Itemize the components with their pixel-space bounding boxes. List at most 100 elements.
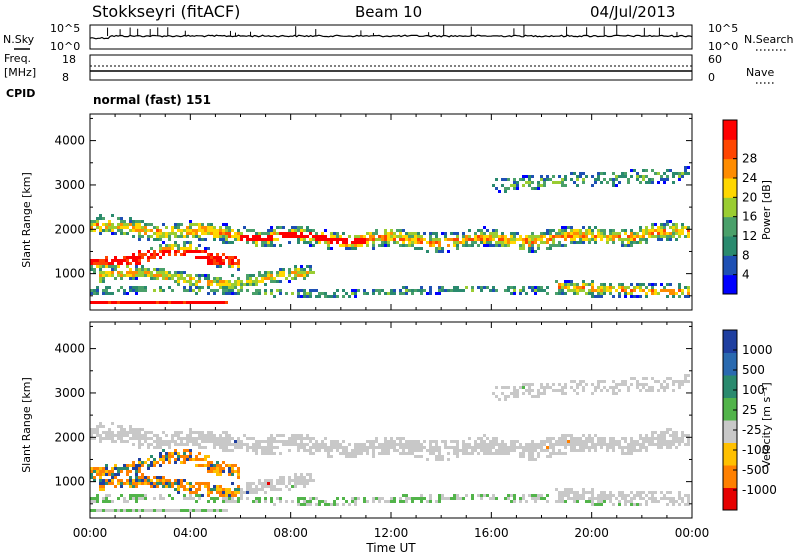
velocity-cell xyxy=(162,440,165,443)
power-cell xyxy=(165,232,168,235)
velocity-cell xyxy=(576,497,579,500)
power-cell xyxy=(537,235,540,238)
velocity-cell xyxy=(273,446,276,449)
velocity-cell xyxy=(108,434,111,437)
power-cell xyxy=(249,238,252,241)
velocity-cell xyxy=(126,500,129,503)
power-cell xyxy=(654,172,657,175)
power-cell xyxy=(201,286,204,289)
power-cell xyxy=(219,265,222,268)
velocity-cell xyxy=(276,434,279,437)
velocity-cell xyxy=(129,482,132,485)
velocity-cell xyxy=(603,497,606,500)
velocity-cell xyxy=(102,500,105,503)
power-cell xyxy=(387,241,390,244)
power-cell xyxy=(102,223,105,226)
velocity-cell xyxy=(222,440,225,443)
velocity-cell xyxy=(300,473,303,476)
power-cell xyxy=(132,274,135,277)
power-cell xyxy=(189,241,192,244)
power-cell xyxy=(282,271,285,274)
velocity-cell xyxy=(498,446,501,449)
velocity-cell xyxy=(420,500,423,503)
velocity-cell xyxy=(144,494,147,497)
power-cell xyxy=(120,277,123,280)
velocity-cell xyxy=(663,437,666,440)
power-cell xyxy=(195,286,198,289)
velocity-cell xyxy=(216,467,219,470)
power-cell xyxy=(162,268,165,271)
velocity-cell xyxy=(648,497,651,500)
velocity-cell xyxy=(135,497,138,500)
power-cell xyxy=(183,241,186,244)
power-cell xyxy=(183,253,186,256)
velocity-cell xyxy=(186,434,189,437)
velocity-cell xyxy=(201,446,204,449)
colorbar-swatch xyxy=(723,330,737,353)
velocity-cell xyxy=(501,446,504,449)
power-cell xyxy=(204,250,207,253)
velocity-cell xyxy=(180,479,183,482)
power-cell xyxy=(624,238,627,241)
velocity-cell xyxy=(96,431,99,434)
power-cell xyxy=(225,289,228,292)
velocity-cell xyxy=(228,473,231,476)
power-cell xyxy=(609,178,612,181)
power-cell xyxy=(264,283,267,286)
velocity-cell xyxy=(210,434,213,437)
velocity-cell xyxy=(198,437,201,440)
velocity-cell xyxy=(126,509,129,512)
velocity-cell xyxy=(516,395,519,398)
velocity-cell xyxy=(174,449,177,452)
velocity-cell xyxy=(597,380,600,383)
velocity-cell xyxy=(384,452,387,455)
velocity-cell xyxy=(534,446,537,449)
power-cell xyxy=(267,235,270,238)
power-cell xyxy=(129,289,132,292)
power-cell xyxy=(303,274,306,277)
velocity-cell xyxy=(309,446,312,449)
velocity-cell xyxy=(624,380,627,383)
velocity-cell xyxy=(144,497,147,500)
power-cell xyxy=(228,259,231,262)
velocity-cell xyxy=(102,470,105,473)
power-cell xyxy=(93,292,96,295)
velocity-cell xyxy=(684,377,687,380)
velocity-cell xyxy=(666,383,669,386)
velocity-cell xyxy=(108,479,111,482)
power-cell xyxy=(363,289,366,292)
power-cell xyxy=(225,301,228,304)
power-cell xyxy=(606,241,609,244)
power-cell xyxy=(543,241,546,244)
velocity-cell xyxy=(423,497,426,500)
velocity-cell xyxy=(417,449,420,452)
power-cell xyxy=(603,283,606,286)
velocity-cell xyxy=(657,446,660,449)
velocity-cell xyxy=(234,491,237,494)
velocity-cell xyxy=(684,434,687,437)
power-cell xyxy=(111,214,114,217)
velocity-cell xyxy=(561,497,564,500)
power-cell xyxy=(573,181,576,184)
velocity-cell xyxy=(384,437,387,440)
velocity-cell xyxy=(585,437,588,440)
power-cell xyxy=(246,277,249,280)
colorbar-swatch xyxy=(723,352,737,376)
velocity-cell xyxy=(210,470,213,473)
power-cell xyxy=(150,301,153,304)
power-cell xyxy=(174,271,177,274)
power-cell xyxy=(672,295,675,298)
power-cell xyxy=(210,259,213,262)
power-cell xyxy=(660,283,663,286)
velocity-cell xyxy=(129,479,132,482)
velocity-cell xyxy=(531,452,534,455)
velocity-cell xyxy=(522,455,525,458)
power-cell xyxy=(117,271,120,274)
velocity-cell xyxy=(210,509,213,512)
velocity-cell xyxy=(336,497,339,500)
velocity-cell xyxy=(123,464,126,467)
velocity-cell xyxy=(255,440,258,443)
noise-left-tick-bottom: 10^0 xyxy=(50,40,80,53)
velocity-cell xyxy=(195,437,198,440)
velocity-cell xyxy=(222,470,225,473)
